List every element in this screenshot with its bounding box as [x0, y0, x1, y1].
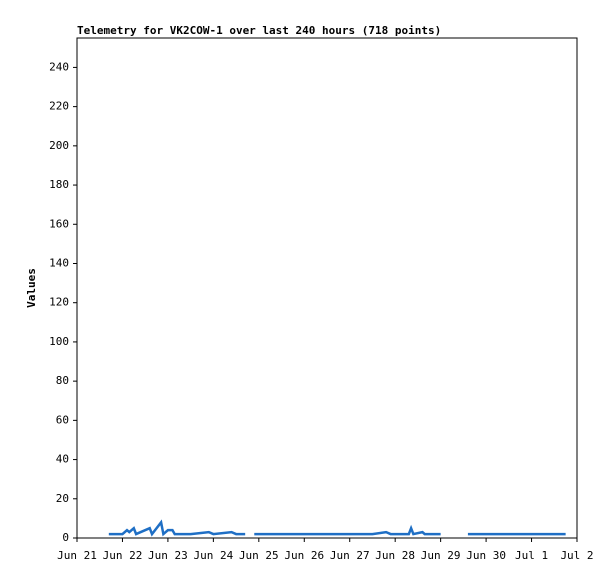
x-tick-label: Jun 25 [239, 549, 279, 562]
x-tick-label: Jun 30 [466, 549, 506, 562]
y-tick-label: 200 [49, 139, 69, 152]
y-tick-label: 40 [56, 453, 69, 466]
y-tick-label: 120 [49, 296, 69, 309]
data-line [108, 519, 566, 537]
x-tick-label: Jun 28 [375, 549, 415, 562]
y-tick-label: 0 [62, 531, 69, 544]
x-tick-label: Jun 22 [103, 549, 143, 562]
y-tick-label: 60 [56, 413, 69, 426]
x-tick-label: Jun 26 [284, 549, 324, 562]
y-tick-label: 20 [56, 492, 69, 505]
chart-title: Telemetry for VK2COW-1 over last 240 hou… [77, 24, 441, 37]
y-tick-label: 220 [49, 100, 69, 113]
y-tick-label: 140 [49, 256, 69, 269]
x-tick-label: Jun 27 [330, 549, 370, 562]
x-tick-label: Jun 29 [421, 549, 461, 562]
y-tick-label: 180 [49, 178, 69, 191]
x-tick-label: Jun 21 [57, 549, 97, 562]
y-tick-label: 100 [49, 335, 69, 348]
y-tick-label: 240 [49, 60, 69, 73]
y-axis-label: Values [25, 268, 38, 308]
x-tick-label: Jul 2 [560, 549, 593, 562]
plot-frame [76, 37, 578, 539]
y-tick-label: 160 [49, 217, 69, 230]
x-tick-label: Jun 23 [148, 549, 188, 562]
x-tick-label: Jun 24 [193, 549, 233, 562]
x-tick-label: Jul 1 [515, 549, 548, 562]
y-tick-label: 80 [56, 374, 69, 387]
